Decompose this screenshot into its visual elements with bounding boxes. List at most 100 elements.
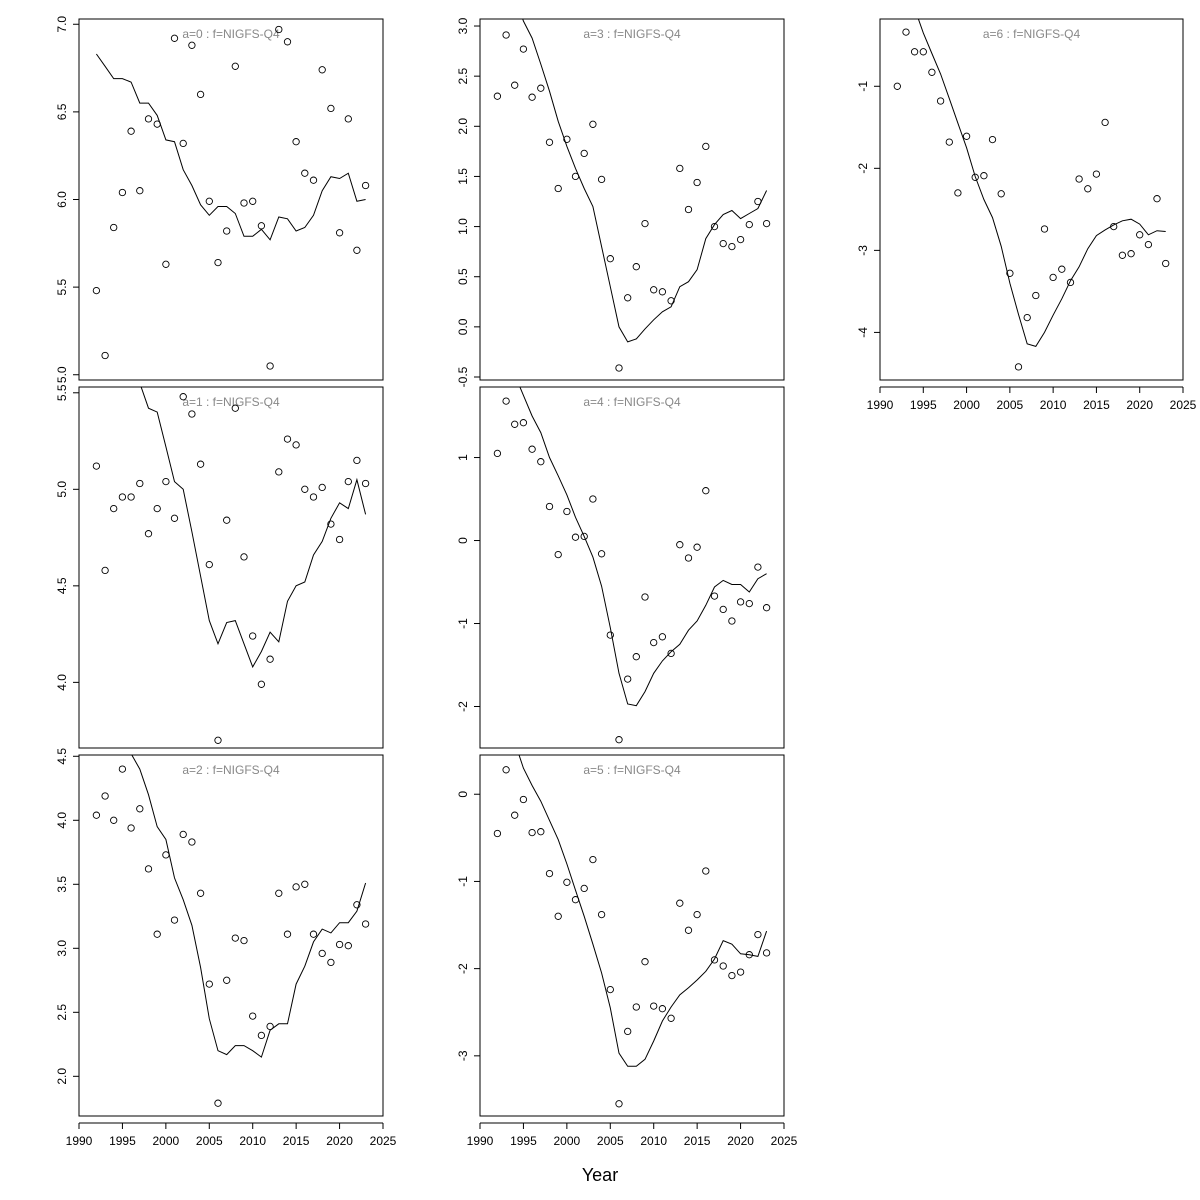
observed-point xyxy=(344,942,352,950)
panel-frame xyxy=(78,386,384,749)
observed-point xyxy=(1049,273,1057,282)
panel-frame xyxy=(479,18,785,381)
observed-point xyxy=(754,563,762,571)
observed-point xyxy=(170,34,179,42)
observed-point xyxy=(762,219,771,228)
panel-title: a=6 : f=NIGFS-Q4 xyxy=(983,27,1081,41)
panel-frame xyxy=(479,754,785,1117)
observed-point xyxy=(676,541,684,549)
fitted-line xyxy=(522,19,768,343)
observed-point xyxy=(519,795,528,804)
observed-point xyxy=(283,435,292,443)
observed-point xyxy=(170,916,179,924)
x-tick-label: 1995 xyxy=(510,1134,537,1148)
observed-point xyxy=(179,393,187,401)
observed-point xyxy=(641,958,649,966)
observed-point xyxy=(624,1027,632,1036)
observed-point xyxy=(223,227,231,235)
observed-point xyxy=(988,135,997,144)
x-tick-label: 2010 xyxy=(1040,398,1067,412)
observed-point xyxy=(309,493,318,501)
observed-point xyxy=(545,138,554,146)
x-tick-label: 2005 xyxy=(196,1134,223,1148)
observed-point xyxy=(1153,195,1161,203)
observed-point xyxy=(118,493,127,501)
observed-point xyxy=(353,246,361,254)
observed-point xyxy=(1032,291,1040,300)
y-tick-label: 4.5 xyxy=(55,577,69,594)
observed-point xyxy=(519,419,528,427)
y-tick-label: 1 xyxy=(456,454,470,461)
observed-point xyxy=(92,811,101,819)
observed-point xyxy=(650,286,658,294)
observed-point xyxy=(693,910,701,919)
observed-point xyxy=(684,205,693,214)
observed-point xyxy=(266,362,274,370)
y-tick-label: 3.5 xyxy=(55,876,69,893)
observed-point xyxy=(335,940,344,949)
panel-frame xyxy=(78,18,384,381)
observed-point xyxy=(110,504,118,513)
observed-point xyxy=(632,263,640,271)
observed-point xyxy=(1058,265,1066,273)
observed-point xyxy=(545,869,554,878)
observed-point xyxy=(1006,269,1014,277)
observed-point xyxy=(1092,170,1101,178)
x-tick-label: 1990 xyxy=(467,1134,494,1148)
observed-point xyxy=(327,104,335,113)
observed-point xyxy=(945,138,953,146)
observed-point xyxy=(214,1099,222,1107)
observed-point xyxy=(580,149,588,158)
y-tick-label: 0.5 xyxy=(456,268,470,285)
observed-point xyxy=(361,920,370,928)
observed-point xyxy=(144,115,153,123)
fitted-line xyxy=(131,755,367,1058)
fitted-line xyxy=(95,53,366,241)
observed-point xyxy=(240,936,248,945)
plot-area xyxy=(493,755,771,1108)
observed-point xyxy=(101,792,109,800)
observed-point xyxy=(710,956,719,964)
observed-point xyxy=(283,38,292,46)
panel-title: a=4 : f=NIGFS-Q4 xyxy=(583,395,681,409)
observed-point xyxy=(702,487,710,495)
y-tick-label: 6.5 xyxy=(55,103,69,120)
panel-title: a=1 : f=NIGFS-Q4 xyxy=(182,395,280,409)
observed-point xyxy=(179,139,187,148)
observed-point xyxy=(136,479,144,488)
y-tick-label: -2 xyxy=(456,701,470,712)
x-tick-label: 2000 xyxy=(953,398,980,412)
observed-point xyxy=(754,930,762,939)
observed-point xyxy=(127,824,135,832)
y-tick-label: -2 xyxy=(856,163,870,174)
panel-a2: a=2 : f=NIGFS-Q4 2.0 2.5 3.0 3.5 4.0 4.5 1990 19… xyxy=(55,748,397,1148)
observed-point xyxy=(658,633,667,641)
x-tick-label: 2015 xyxy=(684,1134,711,1148)
panel-a1: a=1 : f=NIGFS-Q4 4.0 4.5 5.0 5.5 xyxy=(55,384,384,749)
observed-point xyxy=(528,828,536,837)
fitted-line xyxy=(917,19,1166,347)
observed-point xyxy=(1127,250,1135,258)
observed-point xyxy=(545,502,554,511)
plot-area xyxy=(493,387,771,744)
y-tick-label: 5.0 xyxy=(55,481,69,498)
observed-point xyxy=(893,82,901,90)
observed-point xyxy=(249,197,257,205)
observed-point xyxy=(980,172,988,180)
observed-point xyxy=(528,445,536,453)
observed-point xyxy=(624,294,632,302)
x-tick-label: 2025 xyxy=(370,1134,397,1148)
observed-point xyxy=(693,178,701,187)
panel-title: a=0 : f=NIGFS-Q4 xyxy=(182,27,280,41)
observed-point xyxy=(554,550,562,559)
observed-point xyxy=(162,260,170,268)
observed-point xyxy=(223,516,231,524)
panel-title: a=3 : f=NIGFS-Q4 xyxy=(583,27,681,41)
observed-point xyxy=(292,441,300,449)
observed-point xyxy=(589,855,597,864)
x-tick-label: 1995 xyxy=(910,398,937,412)
x-tick-label: 2005 xyxy=(997,398,1024,412)
observed-point xyxy=(283,930,292,938)
observed-point xyxy=(1136,231,1144,239)
